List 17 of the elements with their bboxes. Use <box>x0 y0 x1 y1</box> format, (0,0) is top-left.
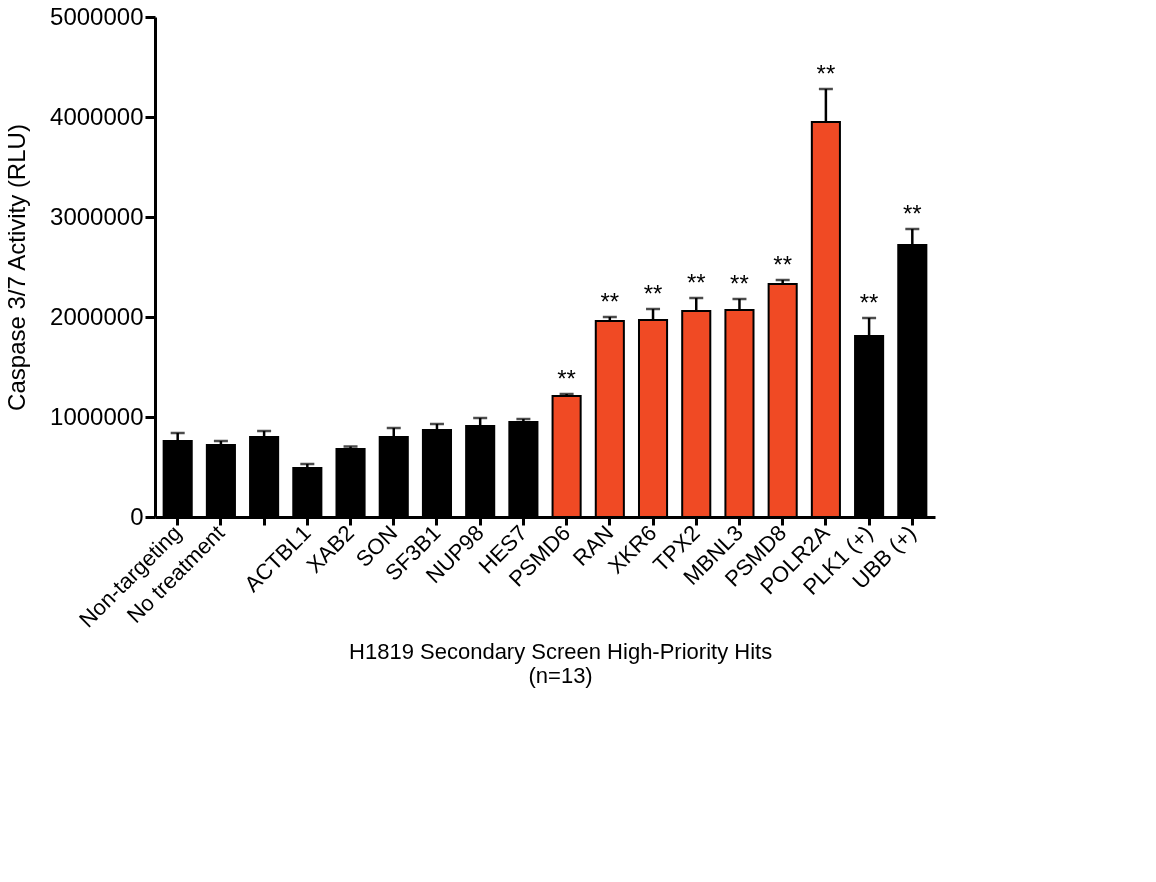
annotation: ** <box>902 200 922 227</box>
annotation: ** <box>859 289 879 316</box>
y-tick-label: 2000000 <box>50 302 144 330</box>
annotation: ** <box>816 60 836 87</box>
y-tick-label: 3000000 <box>50 202 144 230</box>
text: H1819 Secondary Screen High-Priority Hits (n=13) <box>349 639 773 688</box>
annotation: ** <box>730 270 749 297</box>
y-tick-label: 4000000 <box>50 102 144 130</box>
annotation: ** <box>600 288 620 315</box>
annotation: ** <box>686 269 706 296</box>
annotation: ** <box>557 365 576 392</box>
y-axis-title: Caspase 3/7 Activity (RLU) <box>3 124 31 411</box>
annotation: ** <box>643 280 663 307</box>
annotation: ** <box>773 251 793 278</box>
y-tick-label: 5000000 <box>50 2 144 30</box>
y-tick-label: 1000000 <box>50 402 144 430</box>
y-tick-label: 0 <box>130 502 144 530</box>
